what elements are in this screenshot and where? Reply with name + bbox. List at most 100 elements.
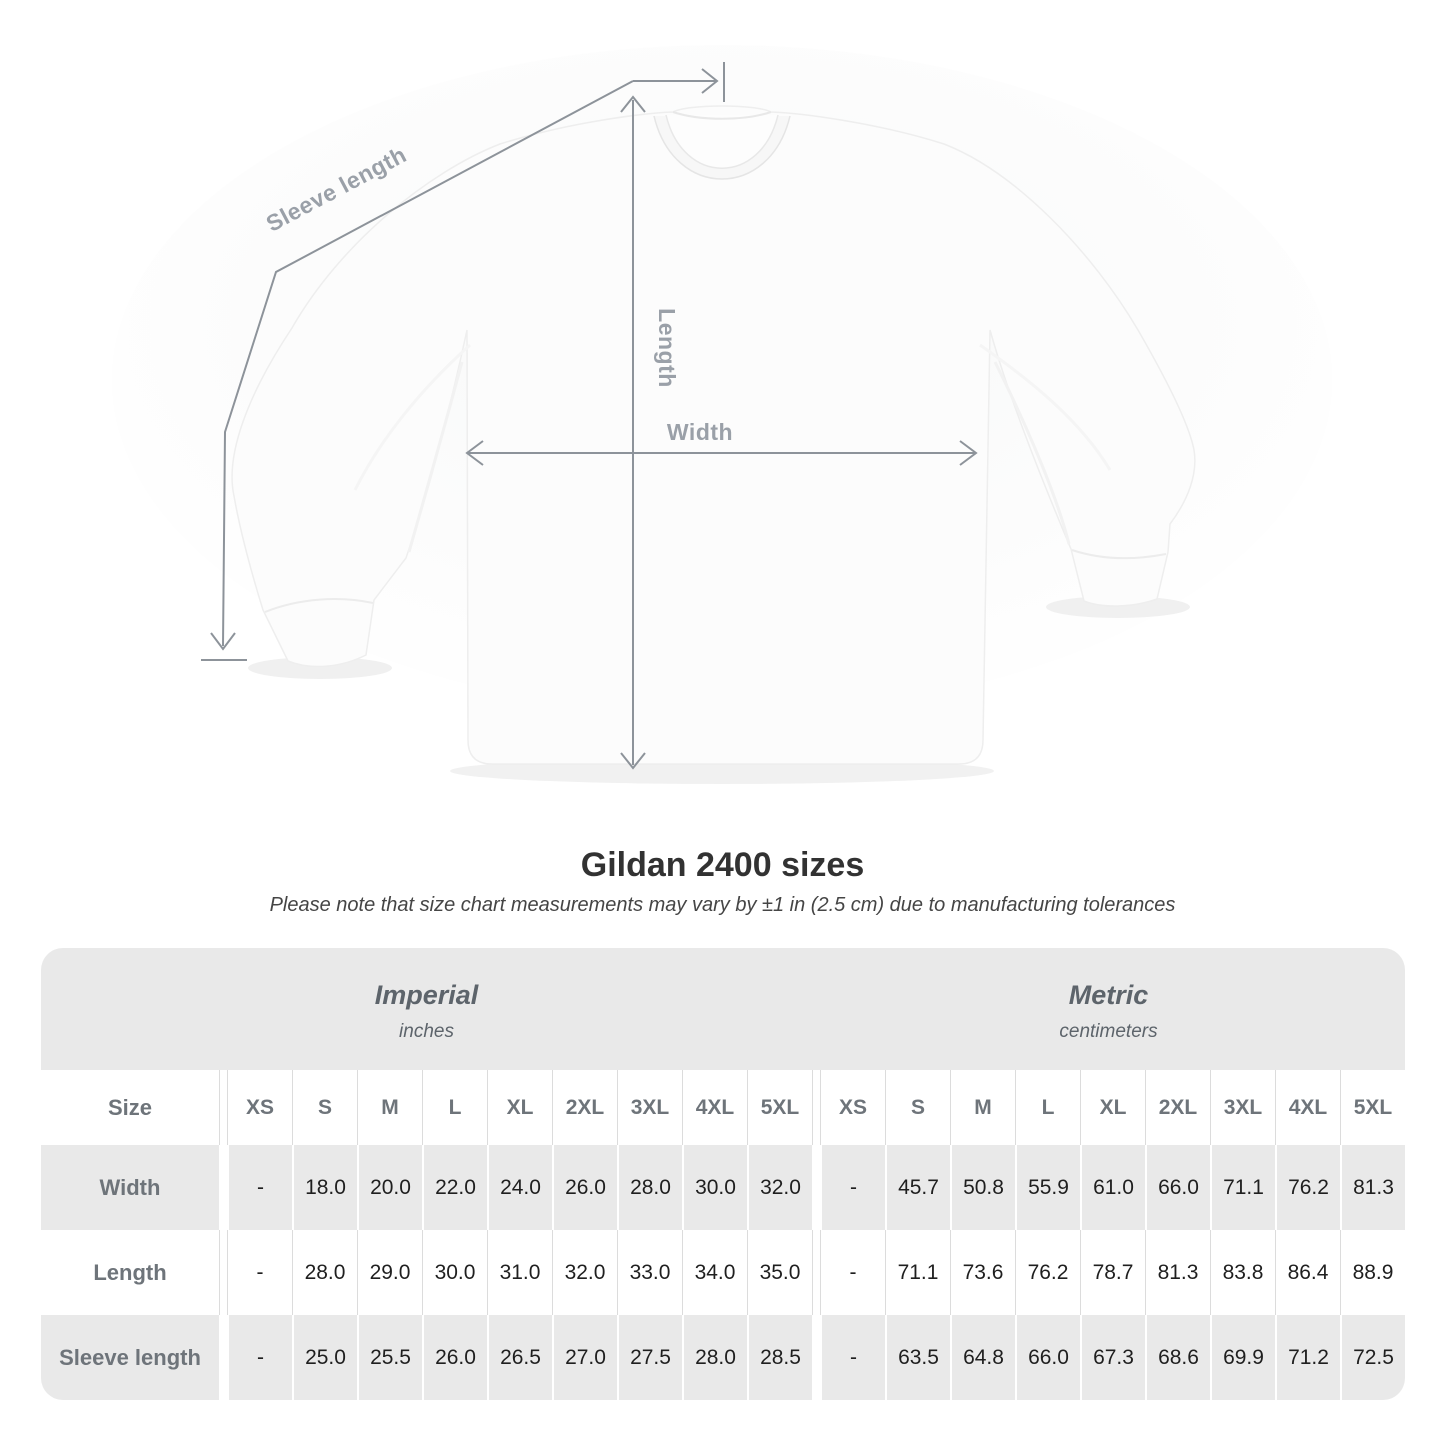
size-col-header: XS (820, 1070, 885, 1145)
value-cell: 27.5 (617, 1315, 682, 1400)
row-label: Sleeve length (41, 1315, 219, 1400)
value-cell: 81.3 (1145, 1230, 1210, 1315)
value-cell: 72.5 (1340, 1315, 1405, 1400)
section-divider (812, 1315, 820, 1400)
value-cell: 86.4 (1275, 1230, 1340, 1315)
table-row-width: Width - 18.0 20.0 22.0 24.0 26.0 28.0 30… (41, 1145, 1405, 1230)
value-cell: - (227, 1315, 292, 1400)
size-col-header: S (292, 1070, 357, 1145)
value-cell: 63.5 (885, 1315, 950, 1400)
value-cell: 73.6 (950, 1230, 1015, 1315)
value-cell: 31.0 (487, 1230, 552, 1315)
length-arrow (620, 95, 646, 770)
value-cell: 26.0 (552, 1145, 617, 1230)
unit-group-imperial: Imperial inches (41, 948, 812, 1070)
value-cell: 76.2 (1275, 1145, 1340, 1230)
value-cell: - (227, 1230, 292, 1315)
value-cell: 25.5 (357, 1315, 422, 1400)
value-cell: 35.0 (747, 1230, 812, 1315)
value-cell: 32.0 (552, 1230, 617, 1315)
value-cell: 33.0 (617, 1230, 682, 1315)
value-cell: 34.0 (682, 1230, 747, 1315)
section-divider (812, 1230, 820, 1315)
shirt-measurement-diagram: Sleeve length Length Width (112, 45, 1332, 784)
column-divider (219, 1145, 227, 1230)
value-cell: 30.0 (422, 1230, 487, 1315)
size-header-label: Size (41, 1070, 219, 1145)
size-col-header: 3XL (1210, 1070, 1275, 1145)
imperial-unit: inches (399, 1020, 454, 1042)
section-divider (812, 1070, 820, 1145)
size-col-header: L (422, 1070, 487, 1145)
value-cell: 55.9 (1015, 1145, 1080, 1230)
value-cell: - (820, 1145, 885, 1230)
value-cell: 50.8 (950, 1145, 1015, 1230)
column-divider (219, 1315, 227, 1400)
value-cell: 66.0 (1015, 1315, 1080, 1400)
value-cell: 28.0 (292, 1230, 357, 1315)
size-header-row: Size XS S M L XL 2XL 3XL 4XL 5XL XS S M … (41, 1070, 1405, 1145)
size-col-header: L (1015, 1070, 1080, 1145)
table-row-sleeve-length: Sleeve length - 25.0 25.5 26.0 26.5 27.0… (41, 1315, 1405, 1400)
value-cell: 83.8 (1210, 1230, 1275, 1315)
value-cell: 69.9 (1210, 1315, 1275, 1400)
value-cell: 27.0 (552, 1315, 617, 1400)
size-col-header: 5XL (1340, 1070, 1405, 1145)
size-col-header: XL (487, 1070, 552, 1145)
size-col-header: 2XL (1145, 1070, 1210, 1145)
row-label: Length (41, 1230, 219, 1315)
value-cell: 88.9 (1340, 1230, 1405, 1315)
value-cell: - (820, 1315, 885, 1400)
size-col-header: 4XL (1275, 1070, 1340, 1145)
value-cell: 32.0 (747, 1145, 812, 1230)
value-cell: 71.1 (1210, 1145, 1275, 1230)
value-cell: 67.3 (1080, 1315, 1145, 1400)
fabric-creases (264, 343, 1167, 613)
value-cell: 29.0 (357, 1230, 422, 1315)
unit-group-metric: Metric centimeters (812, 948, 1405, 1070)
value-cell: 30.0 (682, 1145, 747, 1230)
size-col-header: M (950, 1070, 1015, 1145)
column-divider (219, 1230, 227, 1315)
value-cell: 28.5 (747, 1315, 812, 1400)
value-cell: 20.0 (357, 1145, 422, 1230)
value-cell: 28.0 (617, 1145, 682, 1230)
value-cell: 28.0 (682, 1315, 747, 1400)
size-col-header: S (885, 1070, 950, 1145)
size-col-header: 5XL (747, 1070, 812, 1145)
value-cell: - (227, 1145, 292, 1230)
width-label: Width (667, 419, 733, 445)
value-cell: 61.0 (1080, 1145, 1145, 1230)
value-cell: 18.0 (292, 1145, 357, 1230)
value-cell: 71.1 (885, 1230, 950, 1315)
size-table: Imperial inches Metric centimeters Size … (41, 948, 1405, 1400)
value-cell: - (820, 1230, 885, 1315)
value-cell: 76.2 (1015, 1230, 1080, 1315)
value-cell: 24.0 (487, 1145, 552, 1230)
value-cell: 81.3 (1340, 1145, 1405, 1230)
length-label: Length (654, 308, 680, 388)
value-cell: 66.0 (1145, 1145, 1210, 1230)
size-col-header: 3XL (617, 1070, 682, 1145)
width-arrow (465, 440, 978, 466)
section-divider (812, 1145, 820, 1230)
value-cell: 26.0 (422, 1315, 487, 1400)
value-cell: 22.0 (422, 1145, 487, 1230)
tolerance-note: Please note that size chart measurements… (269, 894, 1176, 916)
imperial-heading: Imperial (374, 979, 479, 1010)
value-cell: 45.7 (885, 1145, 950, 1230)
size-col-header: 2XL (552, 1070, 617, 1145)
column-divider (219, 1070, 227, 1145)
size-col-header: M (357, 1070, 422, 1145)
unit-header-row: Imperial inches Metric centimeters (41, 948, 1405, 1070)
metric-heading: Metric (1068, 979, 1149, 1010)
value-cell: 68.6 (1145, 1315, 1210, 1400)
value-cell: 26.5 (487, 1315, 552, 1400)
collar (653, 111, 791, 180)
value-cell: 71.2 (1275, 1315, 1340, 1400)
page-title: Gildan 2400 sizes (580, 846, 865, 884)
table-row-length: Length - 28.0 29.0 30.0 31.0 32.0 33.0 3… (41, 1230, 1405, 1315)
shirt-silhouette (231, 105, 1196, 765)
value-cell: 25.0 (292, 1315, 357, 1400)
